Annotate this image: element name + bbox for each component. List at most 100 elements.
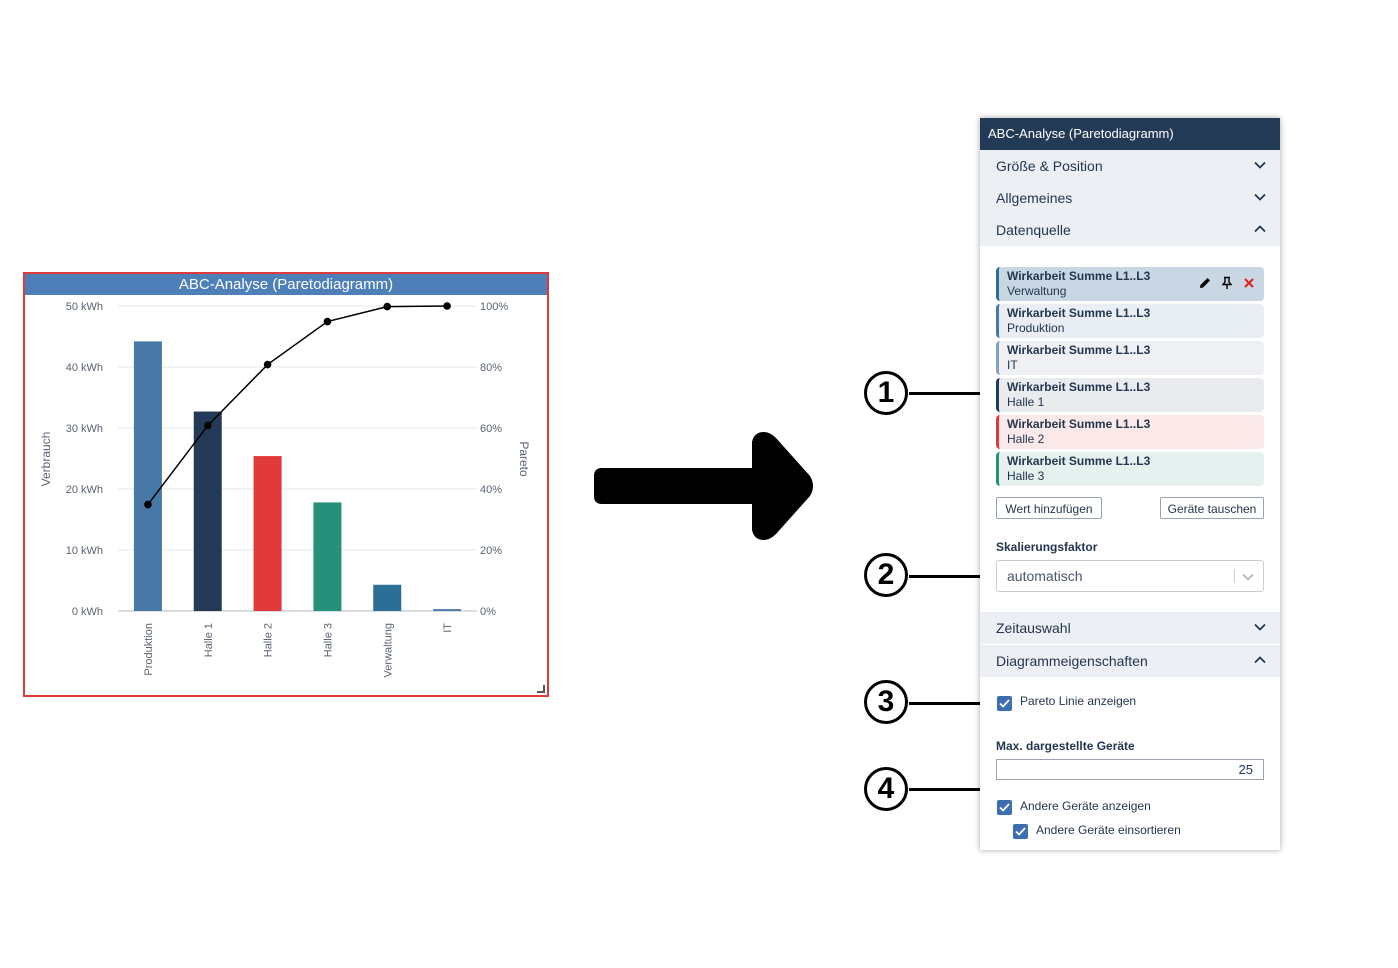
y2-tick-label: 0% [480, 606, 496, 618]
arrow-right-icon [594, 432, 813, 540]
x-tick-label: Halle 2 [263, 623, 275, 657]
resize-handle[interactable] [537, 685, 545, 693]
pin-icon[interactable] [1220, 276, 1234, 290]
section-datasource[interactable]: Datenquelle [980, 214, 1280, 246]
section-label: Allgemeines [996, 190, 1073, 206]
datasource-item[interactable]: Wirkarbeit Summe L1..L3 Halle 2 [996, 415, 1264, 449]
section-label: Diagrammeigenschaften [996, 653, 1148, 669]
chart-bar [253, 456, 282, 611]
datasource-item-title: Wirkarbeit Summe L1..L3 [1007, 454, 1151, 468]
datasource-item-device: IT [1007, 358, 1018, 372]
chart-bar [433, 609, 462, 611]
show-other-checkbox[interactable] [997, 800, 1012, 815]
pareto-point [323, 317, 332, 326]
chevron-down-icon [1254, 193, 1266, 201]
section-label: Größe & Position [996, 158, 1103, 174]
datasource-item[interactable]: Wirkarbeit Summe L1..L3 IT [996, 341, 1264, 375]
y-tick-label: 50 kWh [66, 301, 103, 313]
scaling-label: Skalierungsfaktor [996, 540, 1098, 554]
y2-tick-label: 60% [480, 423, 502, 435]
datasource-item-title: Wirkarbeit Summe L1..L3 [1007, 306, 1151, 320]
y-tick-label: 30 kWh [66, 423, 103, 435]
datasource-item[interactable]: Wirkarbeit Summe L1..L3 Halle 1 [996, 378, 1264, 412]
section-label: Datenquelle [996, 222, 1071, 238]
datasource-item[interactable]: Wirkarbeit Summe L1..L3 Produktion [996, 304, 1264, 338]
y-tick-label: 10 kWh [66, 545, 103, 557]
datasource-item-title: Wirkarbeit Summe L1..L3 [1007, 269, 1151, 283]
item-actions [1198, 276, 1256, 290]
section-label: Zeitauswahl [996, 620, 1071, 636]
pareto-point [144, 500, 152, 509]
add-value-button[interactable]: Wert hinzufügen [996, 497, 1102, 519]
chart-widget[interactable]: 0 kWh 10 kWh 20 kWh 30 kWh 40 kWh 50 kWh 0% 20%… [23, 272, 549, 697]
x-tick-label: Produktion [143, 623, 155, 676]
sort-other-label: Andere Geräte einsortieren [1036, 823, 1181, 837]
chevron-up-icon [1254, 225, 1266, 233]
pareto-line-checkbox[interactable] [997, 696, 1012, 711]
callout-badge-3: 3 [864, 680, 908, 724]
swap-devices-button[interactable]: Geräte tauschen [1160, 497, 1264, 519]
y2-tick-label: 20% [480, 545, 502, 557]
max-devices-input[interactable]: 25 [996, 759, 1264, 780]
callout-line-3 [909, 702, 990, 705]
datasource-item-title: Wirkarbeit Summe L1..L3 [1007, 417, 1151, 431]
pareto-point [263, 360, 272, 369]
select-divider [1234, 569, 1235, 583]
settings-panel: ABC-Analyse (Paretodiagramm) Größe & Pos… [980, 118, 1280, 850]
chart-bar [373, 584, 402, 611]
chart-bar [133, 341, 162, 611]
datasource-item-device: Produktion [1007, 321, 1065, 335]
section-size-position[interactable]: Größe & Position [980, 150, 1280, 182]
y2-tick-label: 100% [480, 301, 508, 313]
checkmark-icon [999, 699, 1010, 708]
sort-other-checkbox[interactable] [1013, 824, 1028, 839]
pareto-line-label: Pareto Linie anzeigen [1020, 694, 1137, 708]
x-tick-label: Verwaltung [382, 623, 394, 677]
datasource-item-title: Wirkarbeit Summe L1..L3 [1007, 380, 1151, 394]
edit-pencil-icon[interactable] [1198, 276, 1212, 290]
callout-line-2 [909, 575, 990, 578]
checkmark-icon [999, 803, 1010, 812]
pareto-point [443, 302, 451, 310]
chevron-down-icon [1254, 623, 1266, 631]
section-general[interactable]: Allgemeines [980, 182, 1280, 214]
y2-axis-title: Pareto [517, 441, 531, 477]
max-devices-label: Max. dargestellte Geräte [996, 739, 1135, 753]
callout-line-4 [909, 788, 987, 791]
callout-badge-4: 4 [864, 767, 908, 811]
y-tick-label: 20 kWh [66, 484, 103, 496]
y2-tick-label: 80% [480, 362, 502, 374]
pareto-point [203, 421, 212, 430]
x-tick-label: Halle 1 [203, 623, 215, 657]
x-tick-label: Halle 3 [322, 623, 334, 657]
y2-tick-label: 40% [480, 484, 502, 496]
callout-line-1 [909, 392, 987, 395]
chart-bar [193, 411, 222, 611]
datasource-item-title: Wirkarbeit Summe L1..L3 [1007, 343, 1151, 357]
chevron-up-icon [1254, 656, 1266, 664]
callout-badge-1: 1 [864, 371, 908, 415]
datasource-item[interactable]: Wirkarbeit Summe L1..L3 Halle 3 [996, 452, 1264, 486]
close-icon[interactable] [1242, 276, 1256, 290]
pareto-chart: 0 kWh 10 kWh 20 kWh 30 kWh 40 kWh 50 kWh 0% 20%… [39, 301, 531, 677]
widget-title: ABC-Analyse (Paretodiagramm) [25, 274, 547, 295]
panel-title: ABC-Analyse (Paretodiagramm) [980, 118, 1280, 150]
pareto-point [383, 302, 392, 311]
section-diagram[interactable]: Diagrammeigenschaften [980, 645, 1280, 677]
y-axis-title: Verbrauch [39, 432, 53, 487]
section-time[interactable]: Zeitauswahl [980, 612, 1280, 644]
scaling-select[interactable]: automatisch [996, 560, 1264, 592]
y-tick-label: 40 kWh [66, 362, 103, 374]
show-other-label: Andere Geräte anzeigen [1020, 799, 1151, 813]
pareto-line [147, 305, 448, 506]
checkmark-icon [1015, 827, 1026, 836]
y-tick-label: 0 kWh [72, 606, 103, 618]
scaling-select-value: automatisch [1007, 568, 1083, 584]
chevron-down-icon [1242, 574, 1254, 581]
x-tick-label: IT [442, 623, 454, 633]
datasource-item[interactable]: Wirkarbeit Summe L1..L3 Verwaltung [996, 267, 1264, 301]
chevron-down-icon [1254, 161, 1266, 169]
chart-bar [313, 502, 342, 611]
datasource-item-device: Halle 2 [1007, 432, 1045, 446]
datasource-item-device: Halle 1 [1007, 395, 1045, 409]
